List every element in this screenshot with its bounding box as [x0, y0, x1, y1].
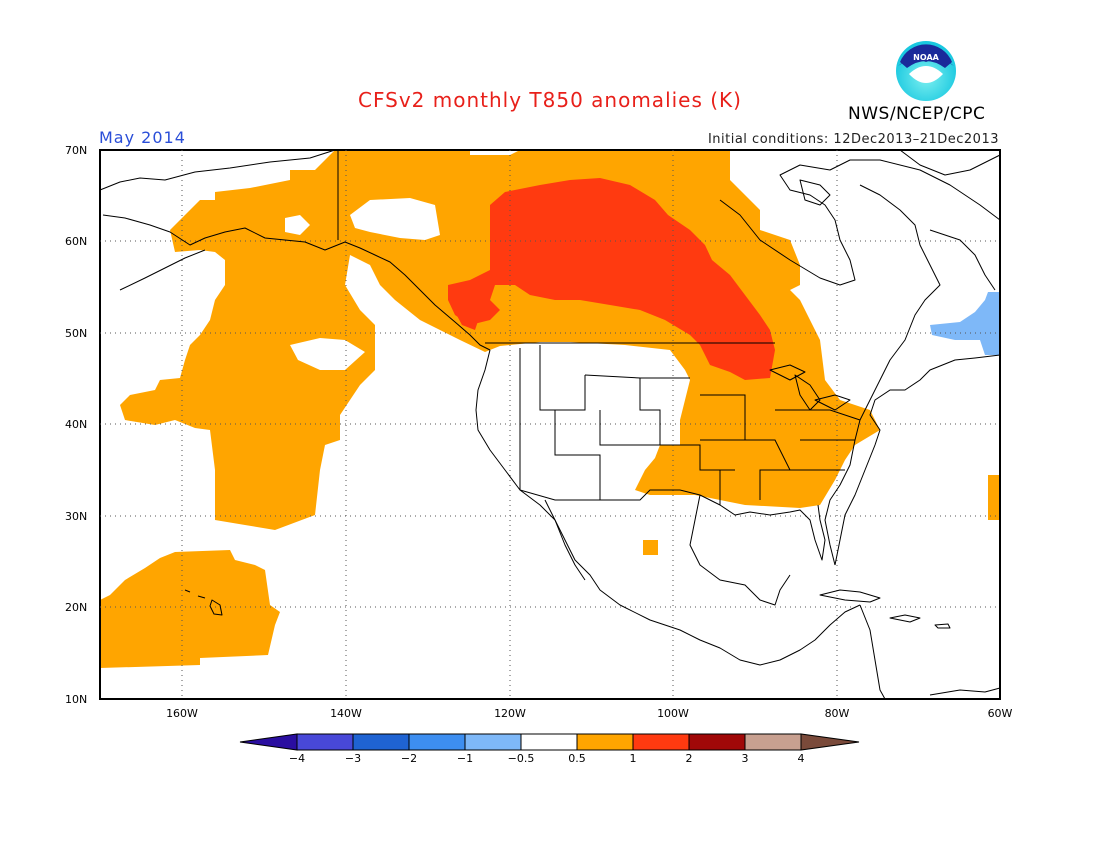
colorbar-label: 3 [742, 752, 749, 765]
colorbar-label: 4 [798, 752, 805, 765]
colorbar-label: −1 [457, 752, 473, 765]
colorbar-swatch [296, 733, 354, 751]
colorbar-swatch [352, 733, 410, 751]
forecast-month-label: May 2014 [99, 128, 186, 147]
lat-tick: 10N [65, 693, 87, 706]
colorbar-label: −0.5 [508, 752, 535, 765]
graticule [100, 150, 1000, 699]
hole-alaska [350, 198, 440, 240]
colorbar-swatch [520, 733, 578, 751]
colorbar-swatch [464, 733, 522, 751]
colorbar-swatch [632, 733, 690, 751]
colorbar-label: −3 [345, 752, 361, 765]
initial-conditions-label: Initial conditions: 12Dec2013–21Dec2013 [707, 132, 999, 147]
lon-tick-labels: 160W 140W 120W 100W 80W 60W [166, 707, 1012, 720]
political-borders [337, 150, 861, 505]
colorbar-arrow-low [239, 733, 298, 751]
colorbar-label: −4 [289, 752, 305, 765]
anomaly-red-region [448, 178, 775, 380]
colorbar-arrow-high [800, 733, 860, 751]
hole-yukon-small [285, 215, 310, 235]
lon-tick: 160W [166, 707, 198, 720]
region-mexico-patch [643, 540, 658, 555]
lat-tick: 60N [65, 235, 87, 248]
colorbar-swatch [688, 733, 746, 751]
lon-tick: 60W [988, 707, 1013, 720]
lat-tick: 70N [65, 144, 87, 157]
colorbar-label: 1 [630, 752, 637, 765]
colorbar: −4 −3 −2 −1 −0.5 0.5 1 2 3 4 [239, 733, 860, 765]
lat-tick: 20N [65, 601, 87, 614]
lat-tick: 30N [65, 510, 87, 523]
colorbar-label: 2 [686, 752, 693, 765]
lon-tick: 120W [494, 707, 526, 720]
anomaly-blue-region [930, 292, 1000, 355]
agency-label: NWS/NCEP/CPC [848, 104, 986, 124]
colorbar-label: 0.5 [568, 752, 586, 765]
lon-tick: 100W [657, 707, 689, 720]
lat-tick-labels: 70N 60N 50N 40N 30N 20N 10N [65, 144, 87, 706]
colorbar-swatch [576, 733, 634, 751]
coastlines [99, 149, 1001, 700]
chart-title: CFSv2 monthly T850 anomalies (K) [358, 88, 742, 112]
lon-tick: 140W [330, 707, 362, 720]
lon-tick: 80W [825, 707, 850, 720]
colorbar-label: −2 [401, 752, 417, 765]
lat-tick: 50N [65, 327, 87, 340]
noaa-logo-text: NOAA [913, 53, 939, 62]
colorbar-swatch [744, 733, 802, 751]
noaa-logo: NOAA [896, 41, 956, 101]
colorbar-swatch [408, 733, 466, 751]
region-hawaii [100, 550, 280, 668]
region-atlantic-sliver [988, 475, 1000, 520]
anomaly-red-bc [455, 300, 480, 330]
lat-tick: 40N [65, 418, 87, 431]
